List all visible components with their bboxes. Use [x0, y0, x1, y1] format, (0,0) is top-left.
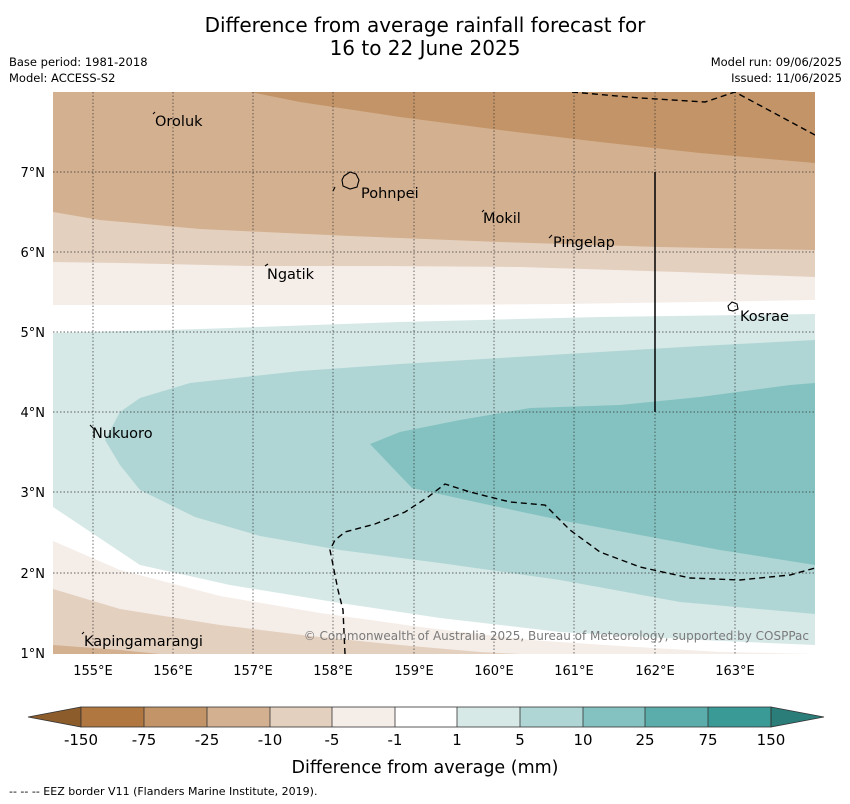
colorbar-tick: -25 [195, 731, 220, 749]
x-tick: 156°E [153, 664, 193, 679]
place-label-pingelap: Pingelap [553, 235, 615, 251]
colorbar-segment [520, 707, 583, 727]
x-tick: 163°E [715, 664, 755, 679]
colorbar-segment [144, 707, 207, 727]
colorbar-segment [81, 707, 144, 727]
colorbar: -150 -75 -25 -10 -5 -1 1 5 10 25 75 150 … [27, 706, 825, 778]
place-label-ngatik: Ngatik [267, 267, 315, 283]
colorbar-tick: 75 [698, 731, 717, 749]
colorbar-tick: 1 [452, 731, 462, 749]
place-labels: Oroluk Pohnpei Mokil Pingelap Ngatik Kos… [84, 114, 789, 650]
colorbar-label: Difference from average (mm) [291, 758, 558, 778]
rainfall-anomaly-field [53, 92, 815, 654]
colorbar-extend-high [770, 706, 825, 728]
colorbar-tick: 150 [757, 731, 786, 749]
colorbar-tick: 25 [635, 731, 654, 749]
band-dry-south-5-10 [53, 589, 520, 654]
band-dry-south-10-25 [53, 645, 160, 654]
title-line-1: Difference from average rainfall forecas… [204, 13, 646, 37]
y-tick: 5°N [21, 326, 46, 341]
place-label-kosrae: Kosrae [740, 309, 789, 325]
place-label-mokil: Mokil [483, 211, 521, 227]
band-wet-10-25 [370, 383, 815, 565]
copyright-text: © Commonwealth of Australia 2025, Bureau… [304, 629, 809, 643]
colorbar-tick: -5 [325, 731, 340, 749]
eez-border [329, 92, 815, 654]
model-text: Model: ACCESS-S2 [9, 71, 116, 85]
y-tick: 2°N [21, 567, 46, 582]
colorbar-tick: -75 [132, 731, 157, 749]
colorbar-ticks: -150 -75 -25 -10 -5 -1 1 5 10 25 75 150 [64, 731, 785, 749]
y-tick: 4°N [21, 406, 46, 421]
colorbar-segment [645, 707, 708, 727]
place-label-nukuoro: Nukuoro [92, 426, 153, 442]
colorbar-segment [270, 707, 332, 727]
x-tick: 161°E [554, 664, 594, 679]
x-tick: 158°E [313, 664, 353, 679]
colorbar-segment [332, 707, 395, 727]
colorbar-segment [395, 707, 457, 727]
colorbar-extend-low [27, 706, 82, 728]
x-tick: 155°E [73, 664, 113, 679]
x-axis-ticks: 155°E 156°E 157°E 158°E 159°E 160°E 161°… [73, 664, 755, 679]
x-tick: 159°E [394, 664, 434, 679]
y-tick: 1°N [21, 647, 46, 662]
eez-footnote: -- -- -- EEZ border V11 (Flanders Marine… [9, 785, 318, 798]
title-line-2: 16 to 22 June 2025 [329, 36, 521, 60]
meta-left: Base period: 1981-2018 Model: ACCESS-S2 [9, 54, 148, 86]
colorbar-tick: 10 [573, 731, 592, 749]
place-label-kapingamarangi: Kapingamarangi [84, 634, 203, 650]
y-axis-ticks: 1°N 2°N 3°N 4°N 5°N 6°N 7°N [21, 166, 46, 662]
x-tick: 160°E [474, 664, 514, 679]
y-tick: 3°N [21, 486, 46, 501]
y-tick: 7°N [21, 166, 46, 181]
y-tick: 6°N [21, 246, 46, 261]
issued-text: Issued: 11/06/2025 [731, 71, 842, 85]
colorbar-tick: 5 [515, 731, 525, 749]
kosrae-island [727, 301, 739, 312]
model-run-text: Model run: 09/06/2025 [710, 55, 842, 69]
colorbar-segment [583, 707, 645, 727]
meta-right: Model run: 09/06/2025 Issued: 11/06/2025 [711, 54, 842, 86]
x-tick: 162°E [635, 664, 675, 679]
colorbar-segment [708, 707, 771, 727]
island-outlines [81, 111, 739, 635]
colorbar-segment [457, 707, 520, 727]
band-dry-25-75 [53, 92, 815, 163]
x-tick: 157°E [233, 664, 273, 679]
band-dry-south-1-5 [53, 541, 815, 654]
base-period-text: Base period: 1981-2018 [9, 55, 148, 69]
place-label-oroluk: Oroluk [155, 114, 203, 130]
pohnpei-island [341, 171, 360, 190]
colorbar-tick: -150 [64, 731, 98, 749]
colorbar-tick: -10 [258, 731, 283, 749]
map-title: Difference from average rainfall forecas… [0, 14, 850, 60]
colorbar-segment [207, 707, 270, 727]
place-label-pohnpei: Pohnpei [361, 186, 419, 202]
colorbar-tick: -1 [388, 731, 403, 749]
